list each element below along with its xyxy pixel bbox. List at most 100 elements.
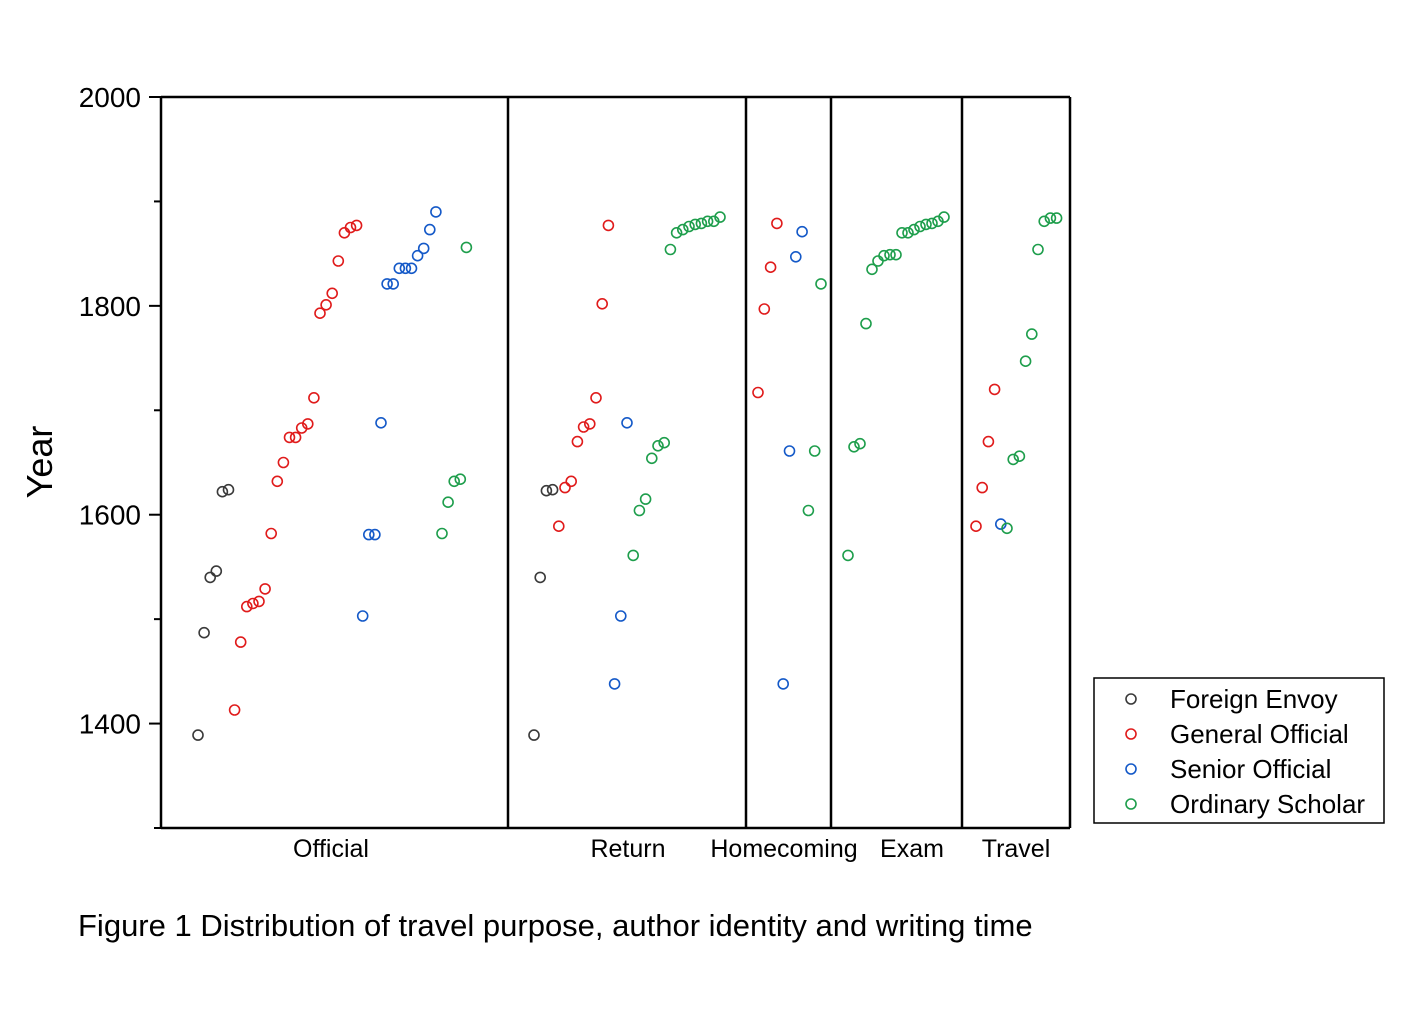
data-point-foreign-envoy	[204, 571, 216, 584]
data-point-general-official	[265, 527, 278, 540]
data-point-general-official	[344, 221, 357, 234]
data-point-general-official	[259, 583, 271, 595]
data-point-ordinary-scholar	[815, 278, 827, 290]
data-point-general-official	[976, 481, 989, 494]
data-point-general-official	[982, 435, 995, 448]
legend-marker-foreign-envoy	[1125, 693, 1137, 705]
x-category-label-homecoming: Homecoming	[710, 835, 857, 863]
data-point-senior-official	[789, 250, 802, 263]
data-point-ordinary-scholar	[633, 504, 646, 517]
data-point-ordinary-scholar	[676, 223, 689, 236]
data-point-general-official	[970, 520, 982, 533]
legend-label-ordinary-scholar: Ordinary Scholar	[1170, 789, 1365, 819]
data-point-ordinary-scholar	[639, 493, 652, 505]
x-category-label-exam: Exam	[880, 835, 944, 863]
data-point-senior-official	[356, 610, 369, 622]
legend-marker-ordinary-scholar	[1125, 798, 1137, 810]
data-point-senior-official	[614, 610, 627, 622]
data-point-general-official	[283, 431, 296, 444]
data-point-ordinary-scholar	[1013, 450, 1026, 463]
data-point-senior-official	[411, 249, 424, 262]
data-point-foreign-envoy	[216, 485, 229, 498]
data-point-senior-official	[423, 223, 436, 236]
data-point-senior-official	[362, 528, 375, 541]
data-point-foreign-envoy	[222, 483, 235, 496]
data-point-ordinary-scholar	[902, 227, 914, 239]
data-point-general-official	[228, 704, 241, 716]
legend: Foreign Envoy General Official Senior Offi…	[1093, 677, 1385, 824]
data-point-senior-official	[621, 416, 633, 429]
data-point-general-official	[308, 391, 320, 404]
data-point-senior-official	[369, 528, 381, 541]
data-point-senior-official	[381, 278, 393, 290]
data-point-ordinary-scholar	[460, 241, 473, 254]
legend-label-senior-official: Senior Official	[1170, 754, 1331, 784]
y-tick-label: 1800	[79, 291, 141, 322]
data-point-ordinary-scholar	[860, 317, 872, 330]
data-point-general-official	[988, 383, 1001, 396]
data-point-general-official	[253, 595, 265, 608]
data-point-ordinary-scholar	[872, 255, 884, 267]
data-point-general-official	[583, 418, 596, 430]
data-point-general-official	[241, 600, 253, 613]
data-point-ordinary-scholar	[1019, 355, 1032, 368]
data-point-ordinary-scholar	[854, 437, 866, 450]
data-point-general-official	[350, 219, 363, 232]
data-point-ordinary-scholar	[695, 217, 708, 230]
data-point-ordinary-scholar	[920, 218, 932, 231]
data-point-general-official	[758, 303, 771, 315]
x-category-label-return: Return	[590, 835, 665, 863]
data-point-ordinary-scholar	[664, 243, 677, 256]
data-point-general-official	[577, 421, 590, 433]
data-point-general-official	[338, 227, 351, 239]
y-tick-label: 1400	[79, 709, 141, 740]
data-point-ordinary-scholar	[1001, 522, 1013, 535]
data-point-general-official	[289, 431, 302, 444]
data-point-senior-official	[777, 678, 790, 690]
data-point-general-official	[571, 435, 584, 448]
legend-marker-general-official	[1125, 728, 1137, 740]
data-point-general-official	[596, 297, 609, 310]
data-point-general-official	[247, 597, 259, 610]
data-point-ordinary-scholar	[914, 220, 926, 233]
data-point-general-official	[326, 287, 339, 300]
x-axis: Official Return Homecoming Exam Travel	[293, 835, 1050, 863]
data-point-ordinary-scholar	[658, 436, 671, 449]
data-point-ordinary-scholar	[1038, 215, 1050, 228]
data-point-ordinary-scholar	[701, 215, 714, 228]
data-point-ordinary-scholar	[842, 549, 854, 562]
panel-dividers	[506, 97, 964, 828]
data-point-ordinary-scholar	[1032, 243, 1044, 256]
x-category-label-travel: Travel	[982, 835, 1051, 863]
y-axis-title: Year	[19, 426, 60, 499]
data-point-senior-official	[783, 445, 796, 457]
data-point-general-official	[314, 307, 326, 320]
data-point-general-official	[752, 386, 764, 399]
legend-label-foreign-envoy: Foreign Envoy	[1170, 684, 1338, 714]
data-point-general-official	[271, 475, 284, 488]
data-point-senior-official	[387, 278, 400, 290]
data-point-senior-official	[796, 225, 808, 238]
data-point-ordinary-scholar	[848, 440, 860, 453]
data-point-general-official	[764, 261, 777, 274]
data-point-general-official	[565, 475, 578, 488]
data-point-general-official	[277, 456, 290, 469]
data-point-senior-official	[375, 416, 387, 429]
data-point-senior-official	[608, 678, 621, 690]
data-point-ordinary-scholar	[442, 496, 454, 509]
legend-marker-senior-official	[1125, 763, 1137, 775]
data-point-general-official	[602, 219, 615, 232]
data-point-general-official	[552, 520, 565, 533]
data-point-ordinary-scholar	[683, 220, 695, 233]
data-point-general-official	[771, 217, 783, 230]
data-point-senior-official	[417, 242, 430, 255]
data-point-ordinary-scholar	[896, 227, 908, 239]
data-point-foreign-envoy	[210, 565, 223, 577]
data-point-ordinary-scholar	[884, 248, 896, 261]
data-point-ordinary-scholar	[866, 263, 878, 276]
data-point-ordinary-scholar	[454, 473, 467, 486]
y-tick-label: 1600	[79, 500, 141, 531]
data-point-general-official	[590, 391, 602, 404]
x-category-label-official: Official	[293, 835, 369, 863]
